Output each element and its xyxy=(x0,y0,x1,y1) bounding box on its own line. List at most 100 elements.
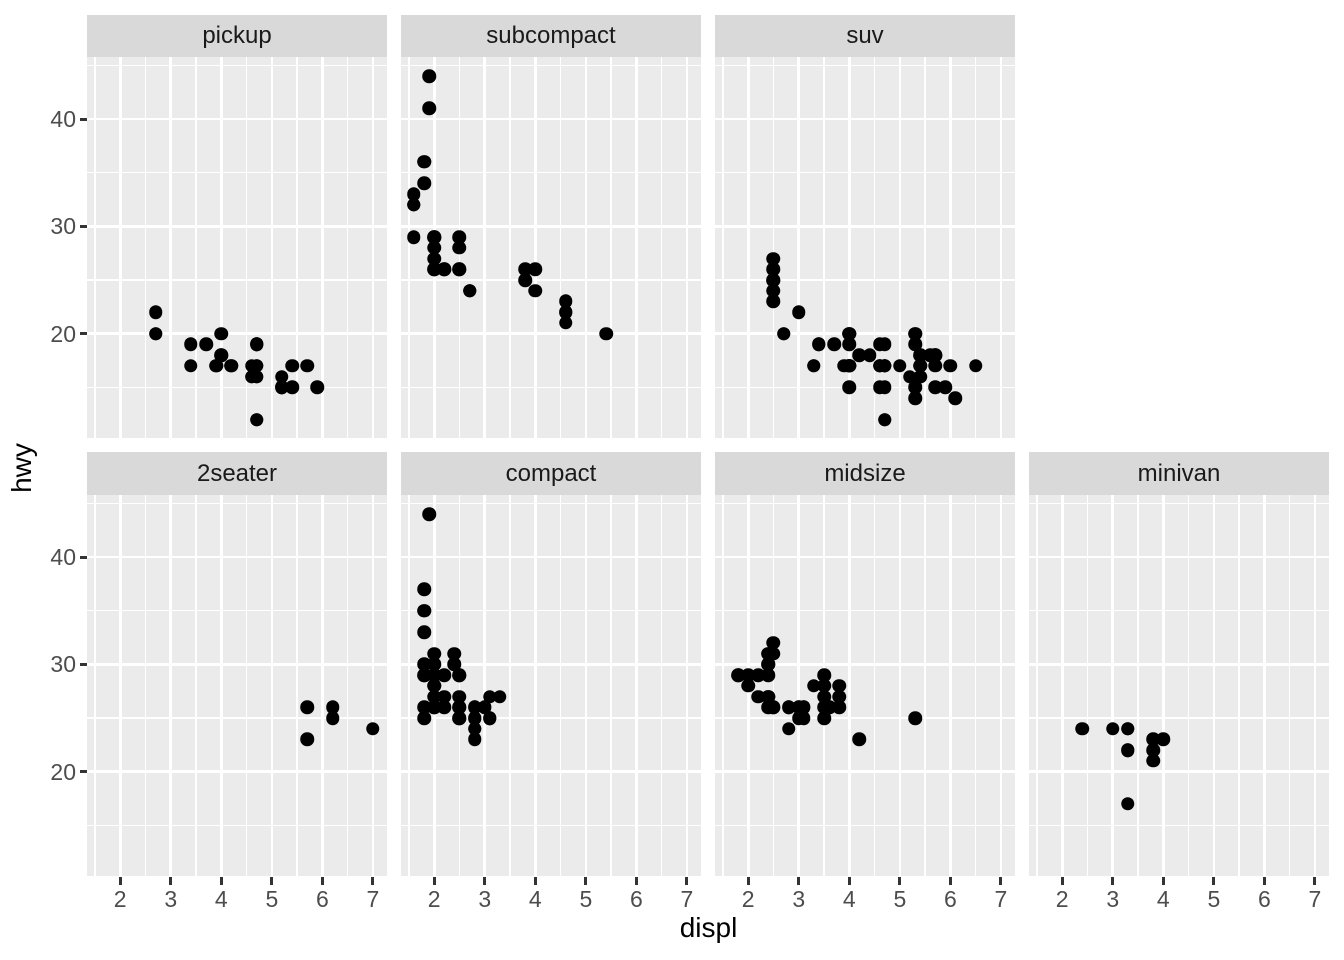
data-point xyxy=(199,337,213,352)
gridline-major-x xyxy=(797,495,801,876)
gridline-minor-x xyxy=(661,495,663,876)
data-point xyxy=(1121,743,1135,757)
gridline-major-x xyxy=(169,495,173,876)
x-tick-label: 4 xyxy=(528,886,542,912)
data-point xyxy=(467,721,482,736)
gridline-major-x xyxy=(219,495,223,876)
data-point xyxy=(422,101,436,116)
data-point xyxy=(467,711,482,725)
facet-strip-subcompact: subcompact xyxy=(401,15,701,57)
data-point xyxy=(842,326,857,341)
data-point xyxy=(872,337,887,352)
data-point xyxy=(558,305,573,319)
data-point xyxy=(928,359,942,373)
gridline-major-x xyxy=(584,495,588,876)
data-point xyxy=(447,657,462,672)
data-point xyxy=(913,369,927,384)
gridline-minor-y xyxy=(401,610,701,612)
gridline-minor-x xyxy=(873,495,876,876)
data-point xyxy=(1156,732,1171,747)
gridline-major-y xyxy=(1029,663,1329,666)
gridline-major-x xyxy=(533,495,537,876)
x-tick-label: 5 xyxy=(1207,886,1221,912)
gridline-major-x xyxy=(270,57,274,438)
gridline-minor-x xyxy=(408,57,410,438)
gridline-minor-x xyxy=(94,495,96,876)
gridline-minor-x xyxy=(347,57,349,438)
data-point xyxy=(452,689,467,704)
data-point xyxy=(842,337,857,352)
data-point xyxy=(968,359,983,373)
gridline-major-x xyxy=(321,57,324,438)
data-point xyxy=(310,380,325,395)
data-point xyxy=(822,700,836,715)
data-point xyxy=(766,294,781,309)
data-point xyxy=(872,359,887,373)
gridline-major-x xyxy=(371,495,375,876)
data-point xyxy=(908,391,922,405)
gridline-major-x xyxy=(533,57,537,438)
gridline-major-x xyxy=(999,495,1003,876)
data-point xyxy=(427,251,441,266)
data-point xyxy=(913,348,927,362)
gridline-minor-x xyxy=(559,495,562,876)
x-tick-label: 5 xyxy=(265,886,279,912)
gridline-major-x xyxy=(949,495,952,876)
gridline-minor-x xyxy=(144,495,147,876)
gridline-minor-y xyxy=(715,824,1015,826)
gridline-minor-x xyxy=(661,57,663,438)
gridline-major-y xyxy=(87,770,387,773)
data-point xyxy=(452,230,467,244)
gridline-major-x xyxy=(118,57,122,438)
data-point xyxy=(792,305,806,319)
data-point xyxy=(427,679,441,693)
gridline-major-x xyxy=(685,57,689,438)
data-point xyxy=(417,657,431,672)
facet-strip-label: subcompact xyxy=(486,22,616,49)
data-point xyxy=(1106,721,1120,736)
gridline-minor-x xyxy=(195,495,197,876)
gridline-major-y xyxy=(715,555,1015,559)
gridline-major-y xyxy=(401,225,701,228)
x-tick-label: 2 xyxy=(113,886,127,912)
x-tick-label: 3 xyxy=(164,886,178,912)
gridline-major-y xyxy=(401,663,701,666)
data-point xyxy=(817,668,831,682)
x-tick-label: 7 xyxy=(994,886,1008,912)
x-tick-mark xyxy=(432,877,436,885)
x-tick-mark xyxy=(118,877,122,885)
data-point xyxy=(249,412,264,427)
y-tick-label: 30 xyxy=(50,213,76,240)
gridline-major-y xyxy=(87,117,387,121)
data-point xyxy=(437,689,452,704)
y-tick-label: 30 xyxy=(50,651,76,678)
data-point xyxy=(422,69,436,83)
x-tick-mark xyxy=(483,877,487,885)
data-point xyxy=(943,359,958,373)
facet-strip-label: midsize xyxy=(824,459,906,487)
gridline-minor-x xyxy=(823,57,825,438)
data-point xyxy=(300,700,314,715)
data-point xyxy=(751,689,766,704)
gridline-minor-y xyxy=(401,502,701,505)
gridline-major-y xyxy=(715,117,1015,121)
data-point xyxy=(148,305,163,319)
gridline-minor-x xyxy=(408,495,410,876)
x-tick-label: 2 xyxy=(741,886,755,912)
gridline-minor-x xyxy=(975,495,977,876)
gridline-minor-x xyxy=(1086,495,1089,876)
data-point xyxy=(209,359,223,373)
gridline-minor-x xyxy=(1238,495,1240,876)
facet-strip-compact: compact xyxy=(401,452,701,495)
data-point xyxy=(1075,721,1090,736)
gridline-minor-y xyxy=(715,172,1015,174)
gridline-minor-y xyxy=(715,64,1015,67)
gridline-major-x xyxy=(1161,495,1165,876)
data-point xyxy=(766,262,781,277)
gridline-minor-y xyxy=(1029,717,1329,719)
x-tick-label: 6 xyxy=(944,886,957,912)
gridline-minor-y xyxy=(401,717,701,719)
data-point xyxy=(452,668,467,682)
gridline-major-x xyxy=(746,57,750,438)
gridline-minor-y xyxy=(87,610,387,612)
